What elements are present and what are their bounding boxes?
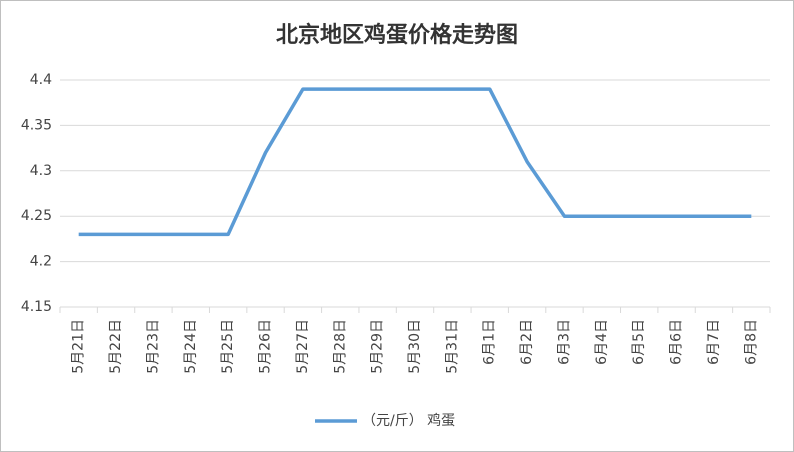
x-tick-label: 5月31日	[444, 319, 460, 374]
x-tick-label: 5月22日	[108, 319, 124, 374]
x-tick-label: 5月24日	[183, 319, 199, 374]
y-tick-label: 4.35	[21, 117, 52, 133]
x-tick-label: 6月6日	[669, 319, 685, 365]
x-tick-label: 6月3日	[556, 319, 572, 365]
y-tick-label: 4.15	[21, 299, 52, 315]
y-tick-label: 4.4	[30, 72, 52, 88]
x-tick-label: 6月8日	[743, 319, 759, 365]
x-tick-label: 6月7日	[706, 319, 722, 365]
x-tick-label: 5月26日	[258, 319, 274, 374]
chart-title: 北京地区鸡蛋价格走势图	[276, 22, 518, 48]
x-tick-label: 5月23日	[145, 319, 161, 374]
x-tick-label: 6月4日	[594, 319, 610, 365]
legend-label: （元/斤） 鸡蛋	[362, 412, 455, 429]
y-tick-label: 4.25	[21, 208, 52, 224]
x-tick-label: 5月25日	[220, 319, 236, 374]
x-tick-label: 6月5日	[631, 319, 647, 365]
x-tick-label: 6月1日	[482, 319, 498, 365]
x-tick-label: 5月29日	[370, 319, 386, 374]
y-tick-label: 4.3	[30, 163, 52, 179]
x-tick-label: 5月21日	[71, 319, 87, 374]
y-tick-label: 4.2	[30, 254, 52, 270]
series-line	[78, 87, 752, 237]
x-tick-label: 5月28日	[332, 319, 348, 374]
x-tick-label: 5月30日	[407, 319, 423, 374]
x-tick-label: 5月27日	[295, 319, 311, 374]
x-tick-label: 6月2日	[519, 319, 535, 365]
